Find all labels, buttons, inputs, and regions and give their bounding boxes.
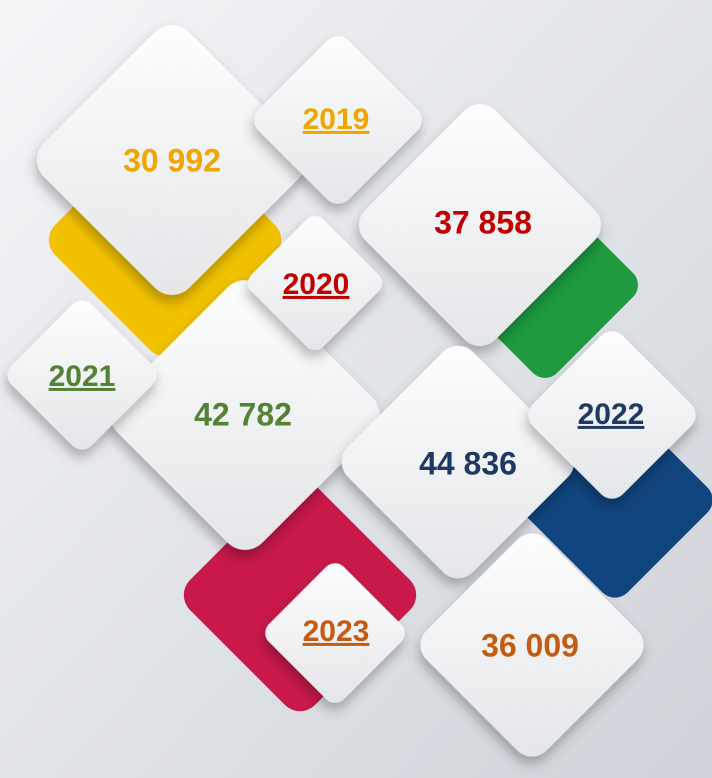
value-2023: 36 009 — [481, 627, 579, 663]
value-2019: 30 992 — [123, 142, 221, 178]
tile — [248, 216, 382, 350]
year-label: 2022 — [578, 398, 645, 431]
tiles — [7, 25, 696, 757]
tile — [37, 25, 307, 295]
year-label: 2020 — [283, 268, 350, 301]
tile — [265, 563, 405, 703]
tile — [341, 345, 575, 579]
value-2022: 44 836 — [419, 445, 517, 481]
value-2020: 37 858 — [434, 204, 532, 240]
tile — [528, 331, 696, 499]
year-label: 2023 — [303, 615, 370, 648]
tile — [359, 104, 601, 346]
tile — [420, 533, 644, 757]
tile — [254, 36, 422, 204]
tile — [7, 300, 157, 450]
value-2021: 42 782 — [194, 396, 292, 432]
year-label: 2019 — [303, 103, 370, 136]
year-label: 2021 — [49, 360, 116, 393]
